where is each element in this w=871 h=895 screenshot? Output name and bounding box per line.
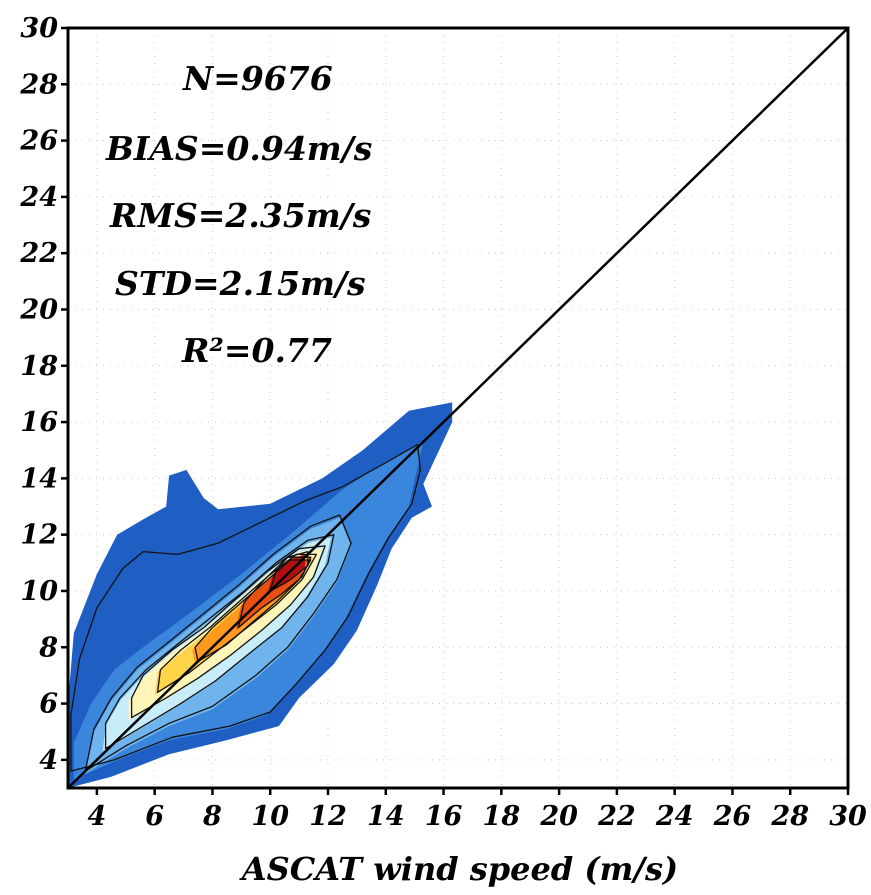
stat-n: N=9676 [182, 59, 333, 98]
contour-line-3 [130, 545, 326, 719]
x-tick-label: 20 [539, 801, 578, 832]
density-contour-lines [70, 443, 422, 772]
y-tick-label: 24 [19, 182, 58, 213]
y-axis-ticks: 4 6 8 10 12 14 16 18 20 22 24 26 28 30 [19, 13, 68, 776]
x-tick-label: 14 [367, 801, 405, 832]
x-tick-label: 24 [655, 801, 694, 832]
y-tick-label: 10 [20, 576, 58, 607]
x-tick-label: 12 [309, 801, 347, 832]
y-tick-label: 14 [20, 463, 58, 494]
x-tick-label: 6 [145, 801, 164, 832]
stats-annotation: N=9676 BIAS=0.94m/s RMS=2.35m/s STD=2.15… [105, 59, 372, 370]
x-tick-label: 30 [829, 801, 867, 832]
x-tick-label: 18 [483, 801, 521, 832]
stat-bias: BIAS=0.94m/s [105, 129, 372, 168]
y-tick-label: 28 [19, 69, 58, 100]
contour-line-0 [70, 443, 422, 772]
stat-rms: RMS=2.35m/s [109, 196, 371, 235]
y-tick-label: 20 [19, 294, 58, 325]
x-tick-label: 10 [251, 801, 289, 832]
plot-frame [66, 26, 850, 790]
x-axis-label: ASCAT wind speed (m/s) [239, 850, 678, 888]
x-tick-label: 22 [597, 801, 636, 832]
x-tick-label: 26 [713, 801, 752, 832]
y-tick-label: 26 [19, 126, 58, 157]
x-axis-ticks: 4 6 8 10 12 14 16 18 20 22 24 26 28 30 [87, 788, 867, 832]
x-tick-label: 4 [87, 801, 106, 832]
contour-line-6 [237, 556, 312, 629]
y-tick-label: 22 [19, 238, 58, 269]
stat-r2: R²=0.77 [181, 331, 332, 370]
y-tick-label: 16 [20, 407, 58, 438]
stat-std: STD=2.15m/s [115, 264, 366, 303]
contour-line-1 [84, 514, 352, 772]
y-tick-label: 8 [38, 632, 58, 663]
y-tick-label: 4 [39, 745, 58, 776]
x-tick-label: 16 [425, 801, 463, 832]
contour-line-7 [269, 550, 309, 592]
x-tick-label: 8 [202, 801, 222, 832]
y-tick-label: 6 [39, 689, 58, 720]
y-tick-label: 30 [20, 13, 58, 44]
contour-line-2 [104, 534, 335, 750]
grid-lines [68, 28, 848, 788]
y-tick-label: 12 [20, 520, 58, 551]
one-to-one-reference-line [67, 27, 849, 789]
x-tick-label: 28 [770, 801, 809, 832]
y-tick-label: 18 [20, 351, 58, 382]
